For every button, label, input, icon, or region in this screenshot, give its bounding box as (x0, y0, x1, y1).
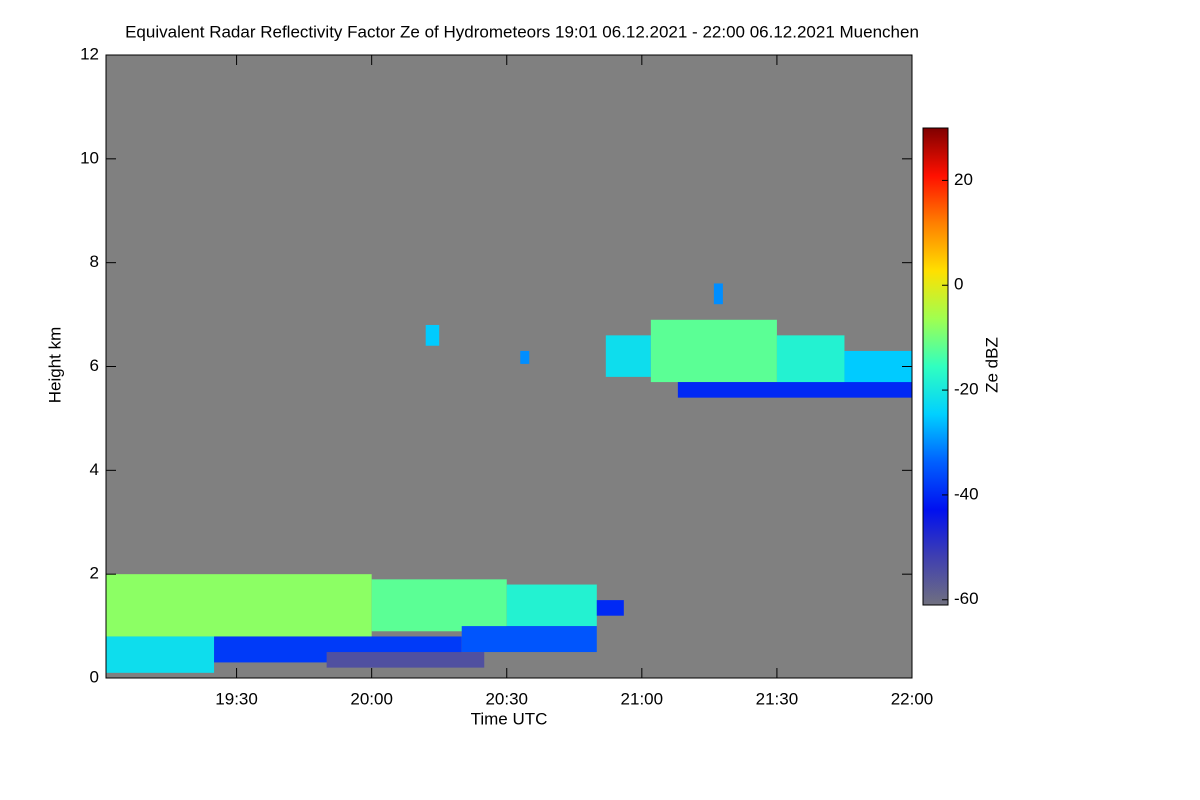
colorbar (922, 127, 949, 606)
echo-cell (106, 636, 215, 673)
x-tick-label: 20:00 (350, 689, 393, 708)
echo-cell (605, 335, 651, 377)
y-axis-label: Height km (45, 327, 64, 404)
echo-cell (776, 335, 845, 388)
y-tick-label: 6 (90, 356, 99, 375)
colorbar-tick-label: -40 (954, 484, 979, 503)
echo-cell (677, 382, 912, 398)
colorbar-tick-label: 20 (954, 170, 973, 189)
x-tick-label: 21:30 (756, 689, 799, 708)
x-tick-label: 21:00 (621, 689, 664, 708)
echo-cell (713, 283, 723, 305)
echo-cell (371, 579, 507, 632)
colorbar-tick-label: 0 (954, 275, 963, 294)
x-tick-label: 20:30 (485, 689, 528, 708)
echo-cell (425, 324, 440, 346)
x-axis-label: Time UTC (471, 709, 548, 728)
echo-cell (650, 319, 777, 383)
colorbar-tick-label: -20 (954, 380, 979, 399)
y-tick-label: 2 (90, 564, 99, 583)
y-tick-label: 10 (80, 148, 99, 167)
y-tick-label: 0 (90, 667, 99, 686)
colorbar-tick-label: -60 (954, 589, 979, 608)
echo-cell (326, 652, 485, 668)
y-tick-label: 12 (80, 44, 99, 63)
colorbar-label: Ze dBZ (982, 337, 1001, 393)
echo-cell (461, 626, 597, 653)
y-tick-label: 8 (90, 252, 99, 271)
chart-title: Equivalent Radar Reflectivity Factor Ze … (125, 22, 919, 41)
x-tick-label: 19:30 (215, 689, 258, 708)
y-tick-label: 4 (90, 460, 99, 479)
x-tick-label: 22:00 (891, 689, 934, 708)
echo-cell (520, 350, 530, 364)
echo-cell (596, 600, 624, 616)
echo-cell (506, 584, 597, 627)
echo-cell (106, 574, 372, 637)
